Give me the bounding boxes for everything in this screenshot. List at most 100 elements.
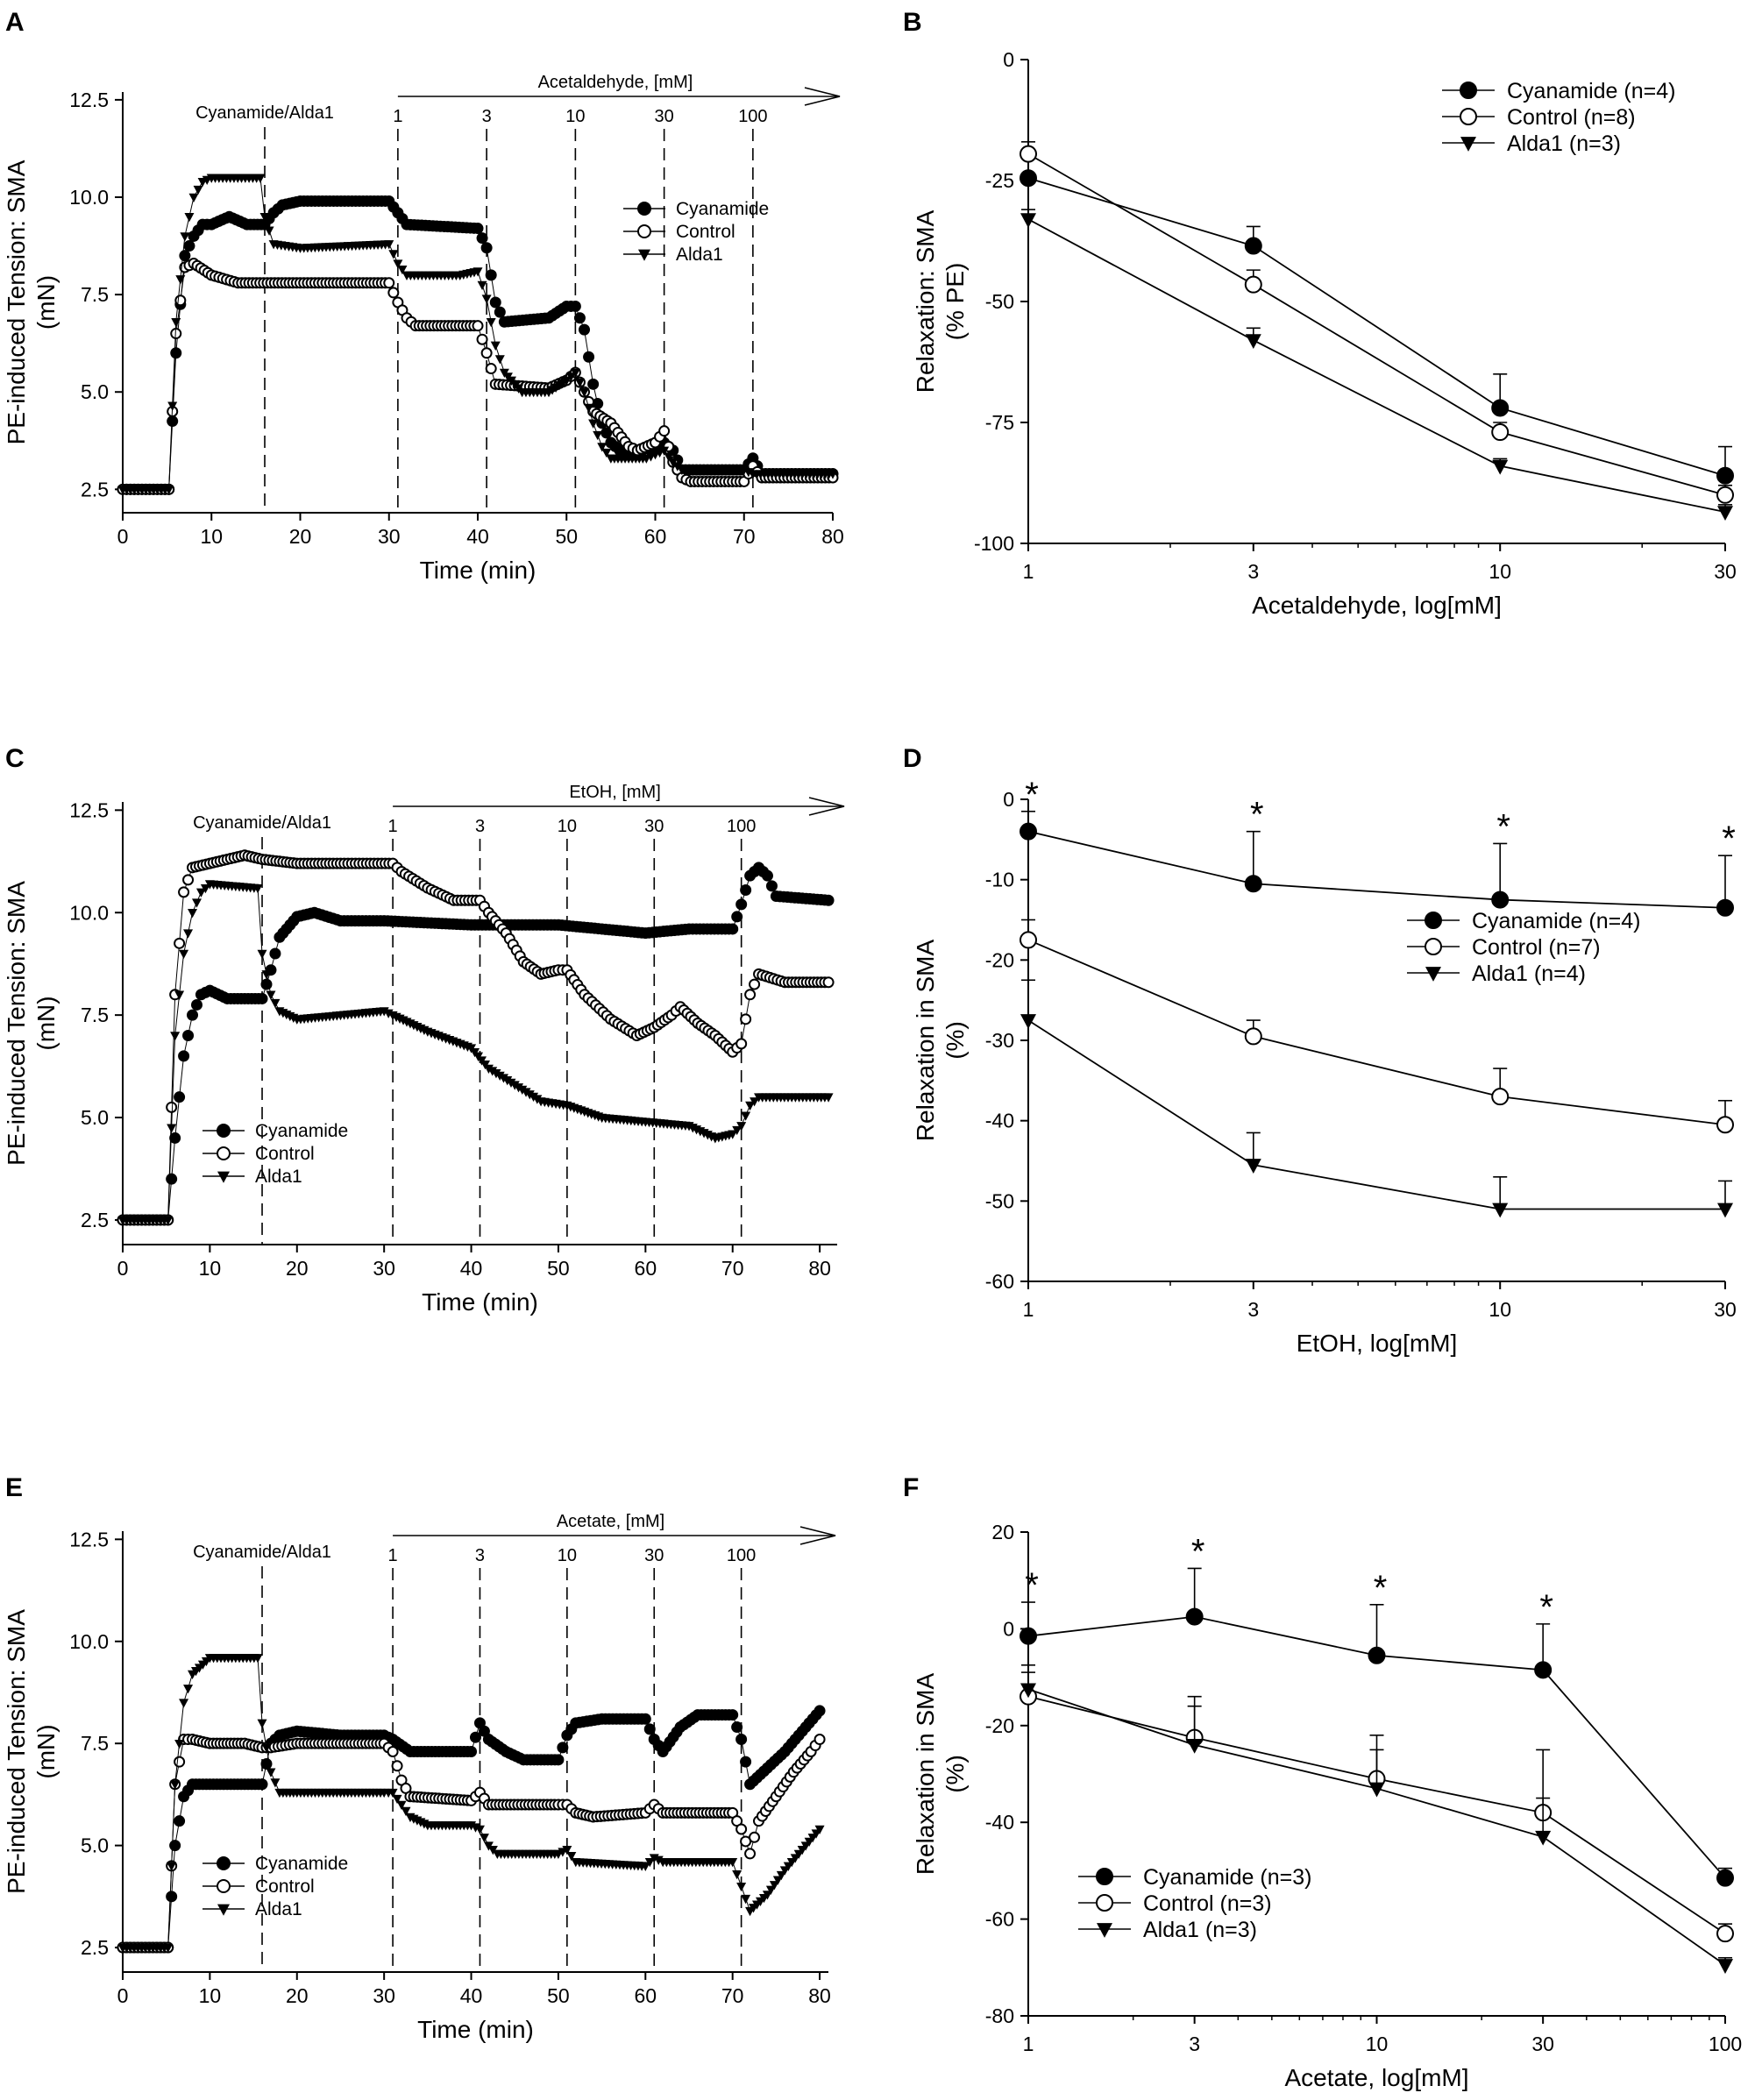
data-point: [593, 430, 603, 441]
y-tick-label: 2.5: [81, 1936, 109, 1959]
data-point: [190, 998, 202, 1011]
data-point: [179, 250, 191, 262]
x-tick-label: 3: [1247, 560, 1259, 583]
data-point: [740, 1756, 752, 1768]
data-point: [1020, 1627, 1037, 1645]
data-point: [728, 1130, 738, 1139]
data-point: [565, 372, 576, 382]
data-point: [1717, 506, 1733, 521]
data-point: [1491, 890, 1510, 909]
data-point: [664, 452, 674, 462]
data-point: [252, 1654, 263, 1664]
series-cyanamide: [1020, 1567, 1734, 1887]
x-tick-label: 30: [1714, 1298, 1737, 1321]
data-point: [1492, 459, 1509, 475]
y-tick-label: 0: [1003, 48, 1014, 71]
data-point: [744, 989, 757, 1001]
data-point: [485, 363, 497, 375]
data-point: [745, 1101, 756, 1111]
legend-marker: [1460, 82, 1477, 99]
y-axis-label: PE-induced Tension: SMA: [3, 1609, 30, 1894]
data-point: [200, 883, 210, 894]
y-axis-label: PE-induced Tension: SMA: [3, 160, 30, 444]
series-alda1: [1020, 1664, 1733, 1974]
legend-label: Control: [255, 1877, 315, 1897]
x-axis-label: Acetaldehyde, log[mM]: [1252, 592, 1502, 619]
series-line: [1027, 939, 1726, 1126]
panel-e: E 0 10 20 30 40 50 60 70 80 2.5 5.0 7.5 10.0 12.5 Time …: [3, 1473, 836, 2043]
data-point: [388, 250, 399, 259]
panel-b: B 1 3 10 30 -100 -75 -50 -25 0 Acetaldehyde, log[m…: [903, 8, 1737, 619]
y-tick-label: 5.0: [81, 1106, 109, 1129]
data-point: [588, 419, 599, 429]
data-point: [524, 1090, 535, 1100]
y-tick-label: 0: [1003, 1617, 1014, 1640]
data-point: [166, 1173, 178, 1185]
x-tick-label: 50: [547, 1984, 570, 2007]
data-point: [587, 378, 600, 390]
data-point: [487, 1067, 498, 1076]
data-point: [480, 242, 493, 254]
series-alda1: [1020, 979, 1733, 1218]
data-point: [1020, 169, 1037, 188]
data-point: [264, 226, 274, 236]
legend-label: Alda1 (n=3): [1143, 1918, 1257, 1942]
x-axis-label: Time (min): [417, 2016, 534, 2043]
significance-star: *: [1722, 819, 1736, 858]
data-point: [187, 1009, 199, 1021]
y-tick-label: -10: [985, 869, 1014, 891]
legend-marker: [1097, 1923, 1112, 1938]
pretreat-label: Cyanamide/Alda1: [193, 1543, 331, 1562]
data-point: [658, 425, 671, 437]
data-point: [740, 1013, 752, 1025]
data-point: [178, 886, 190, 898]
agonist-arrowhead: [804, 87, 841, 106]
legend-marker: [1460, 137, 1476, 152]
data-point: [579, 323, 590, 336]
agonist-arrowhead: [799, 1526, 836, 1545]
data-point: [573, 312, 586, 324]
data-point: [765, 880, 778, 892]
series-line: [123, 262, 833, 490]
agonist-arrowhead: [808, 797, 845, 816]
series-control: [117, 1734, 826, 1954]
data-point: [584, 403, 594, 414]
data-point: [583, 351, 595, 363]
y-tick-label: 10.0: [69, 186, 109, 209]
data-point: [1245, 1159, 1261, 1174]
legend-label: Alda1: [255, 1167, 302, 1187]
series-cyanamide: [117, 1705, 826, 1954]
data-point: [477, 280, 487, 291]
panel-letter: B: [903, 8, 922, 37]
y-tick-label: 20: [991, 1521, 1014, 1543]
series-alda1: [117, 1654, 825, 1954]
y-tick-label: -75: [985, 411, 1014, 434]
data-point: [741, 1894, 751, 1905]
legend-label: Cyanamide: [676, 199, 769, 219]
series-alda1: [117, 880, 834, 1225]
data-point: [570, 368, 580, 379]
panel-letter: F: [903, 1473, 919, 1502]
legend-label: Cyanamide (n=4): [1472, 909, 1640, 933]
data-point: [174, 1815, 186, 1827]
data-point: [472, 320, 484, 332]
data-point: [521, 1088, 531, 1097]
data-point: [735, 1823, 748, 1835]
y-tick-label: 12.5: [69, 798, 109, 821]
data-point: [170, 1032, 181, 1041]
data-point: [814, 1705, 826, 1717]
y-axis-label-units: (%): [941, 1021, 969, 1060]
data-point: [387, 1746, 399, 1757]
legend-marker: [1425, 938, 1442, 955]
x-tick-label: 1: [1023, 560, 1034, 583]
data-point: [1491, 423, 1510, 442]
dose-label: 3: [482, 107, 492, 126]
x-tick-label: 3: [1247, 1298, 1259, 1321]
legend-marker: [1460, 108, 1477, 125]
data-point: [182, 874, 195, 886]
data-point: [491, 1069, 501, 1079]
data-point: [483, 1064, 494, 1074]
data-point: [569, 300, 581, 312]
y-tick-label: 5.0: [81, 1834, 109, 1857]
